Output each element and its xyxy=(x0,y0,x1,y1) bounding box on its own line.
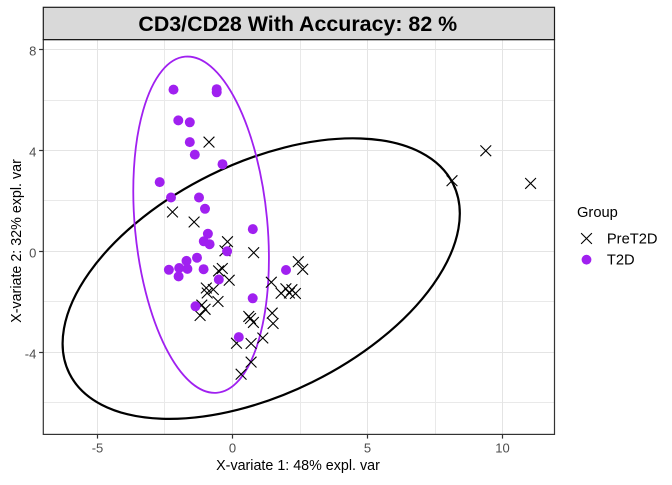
svg-text:Group: Group xyxy=(577,205,618,221)
svg-text:CD3/CD28 With Accuracy: 82 %: CD3/CD28 With Accuracy: 82 % xyxy=(138,12,457,36)
svg-text:T2D: T2D xyxy=(607,253,635,269)
svg-text:0: 0 xyxy=(29,245,36,260)
svg-text:0: 0 xyxy=(229,441,236,456)
svg-text:4: 4 xyxy=(29,144,36,159)
svg-text:10: 10 xyxy=(495,441,509,456)
svg-text:-5: -5 xyxy=(92,441,104,456)
svg-text:X-variate 2: 32% expl. var: X-variate 2: 32% expl. var xyxy=(9,159,25,323)
svg-text:PreT2D: PreT2D xyxy=(607,231,658,247)
svg-text:X-variate 1: 48% expl. var: X-variate 1: 48% expl. var xyxy=(216,458,380,474)
svg-text:-4: -4 xyxy=(25,346,37,361)
svg-text:5: 5 xyxy=(364,441,371,456)
svg-text:8: 8 xyxy=(29,43,36,58)
